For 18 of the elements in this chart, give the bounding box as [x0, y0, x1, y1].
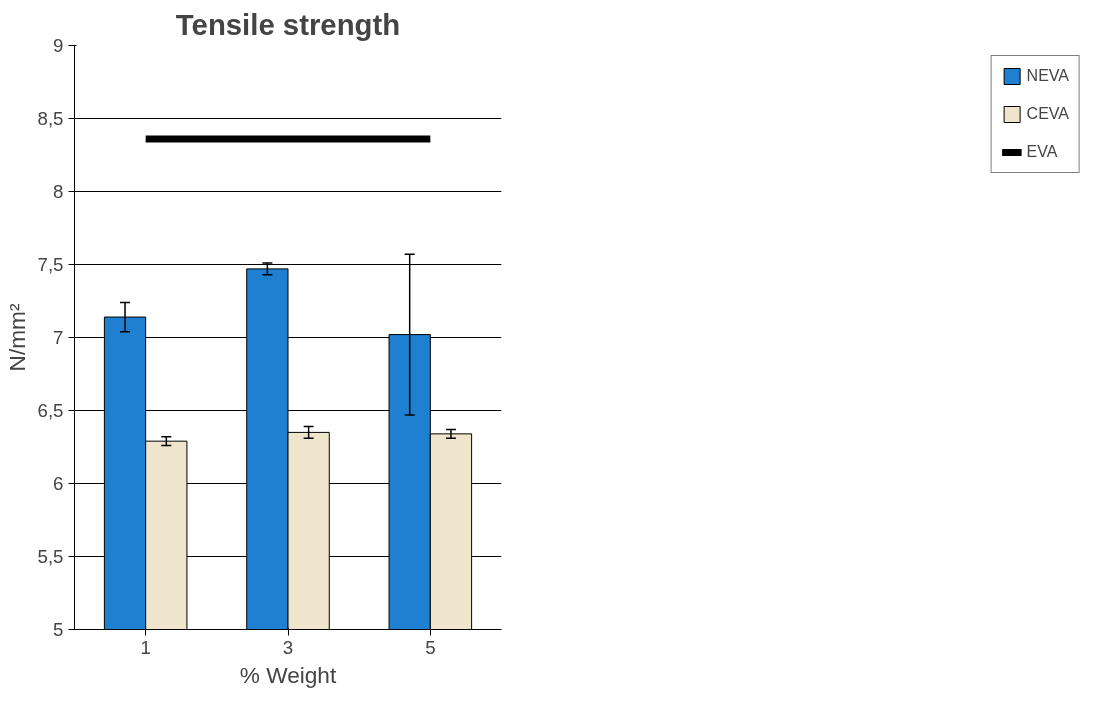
chart-title: Tensile strength: [175, 7, 401, 41]
y-axis-title: N/mm²: [3, 303, 30, 372]
y-tick-label: 8,5: [37, 108, 64, 129]
x-tick-label: 1: [140, 636, 151, 658]
y-tick-label: 9: [53, 35, 64, 56]
legend-label: CEVA: [1026, 105, 1069, 123]
y-tick-label: 7,5: [37, 254, 64, 275]
x-tick-label: 5: [425, 636, 436, 658]
x-axis-title: % Weight: [239, 661, 337, 688]
y-tick-label: 6,5: [37, 400, 64, 421]
x-tick-label: 3: [282, 636, 294, 658]
y-tick-label: 5: [53, 619, 64, 640]
y-tick-label: 6: [53, 473, 64, 494]
y-tick-label: 7: [53, 327, 64, 348]
y-tick-label: 8: [53, 181, 64, 202]
legend-label: NEVA: [1026, 67, 1069, 85]
y-tick-label: 5,5: [37, 546, 64, 567]
legend-label: EVA: [1026, 143, 1058, 161]
